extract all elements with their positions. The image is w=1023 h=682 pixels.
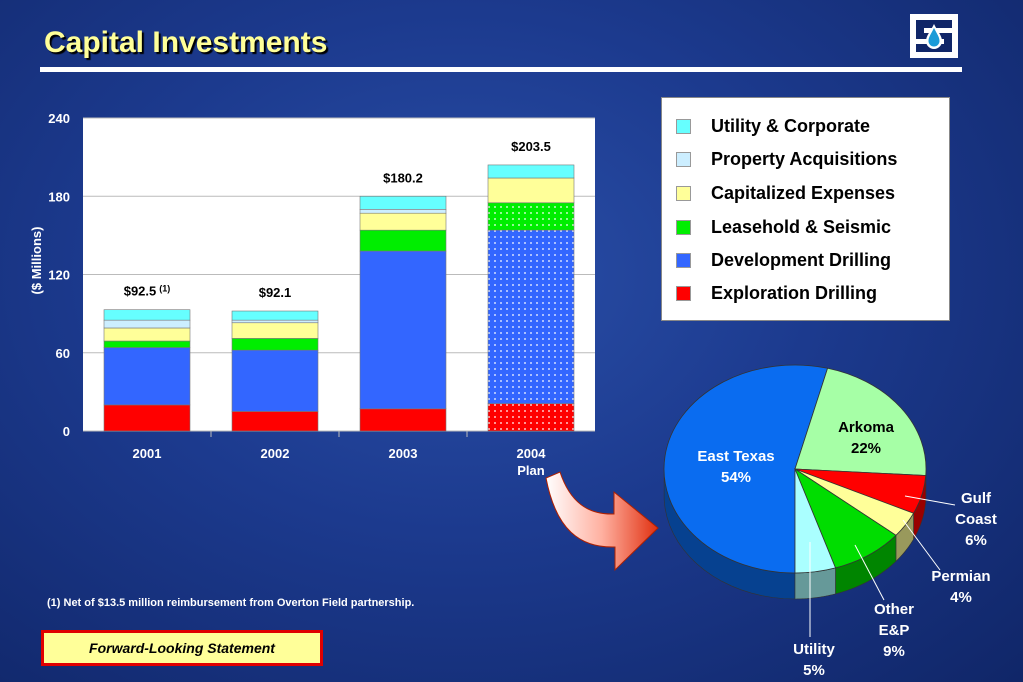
pie-slice (663, 364, 829, 574)
bar-segment (359, 229, 447, 252)
pie-chart: East Texas 54% Arkoma 22% Gulf Coast 6% Permian… (663, 364, 997, 679)
forward-looking-statement-box[interactable]: Forward-Looking Statement (41, 630, 323, 666)
footnote-marker: (1) (159, 284, 170, 294)
bar-segment (359, 250, 447, 410)
legend-label: Leasehold & Seismic (711, 217, 892, 237)
pie-slice-label: 5% (803, 662, 825, 679)
pie-slice-label: Utility (793, 641, 835, 658)
y-tick-label: 0 (63, 424, 70, 439)
bar-segment (359, 208, 447, 214)
pie-slice-label: 6% (965, 532, 987, 549)
pie-slice (794, 367, 927, 476)
legend-swatch (676, 152, 691, 167)
pie-slice-label: 4% (950, 589, 972, 606)
bar-segment (487, 229, 575, 404)
pie-slice-label: E&P (879, 622, 910, 639)
pie-slice-label: East Texas (697, 448, 774, 465)
bar-segment (103, 327, 191, 342)
company-logo-icon (910, 14, 958, 58)
pie-slice (794, 468, 837, 574)
bar-segment (487, 164, 575, 179)
footnote: (1) Net of $13.5 million reimbursement f… (47, 597, 415, 609)
y-tick-label: 180 (48, 189, 70, 204)
pie-slice-label: 22% (851, 440, 881, 457)
bar-segment (359, 212, 447, 231)
pie-slice-label: Gulf (961, 490, 992, 507)
pie-slice-label: Permian (931, 568, 990, 585)
bar-segment (103, 340, 191, 348)
legend-label: Development Drilling (711, 250, 892, 270)
bar-segment (359, 408, 447, 432)
pie-leader-line (854, 544, 885, 601)
pie-leader-line (902, 519, 941, 571)
pie-slice-label: 9% (883, 643, 905, 660)
bar-segment (487, 202, 575, 231)
bar-segment (231, 322, 319, 339)
legend-label: Property Acquisitions (711, 149, 898, 169)
bar-segment (231, 338, 319, 351)
bar-segment (487, 403, 575, 432)
bar-segment (231, 310, 319, 321)
bar-segment (231, 349, 319, 412)
y-tick-label: 120 (48, 268, 70, 283)
y-axis-label: ($ Millions) (29, 227, 44, 295)
bar-segment (231, 411, 319, 432)
bar-total-label: $180.2 (383, 170, 423, 185)
chart-legend: Utility & Corporate Property Acquisitions… (661, 97, 950, 321)
bar-segment (359, 195, 447, 210)
legend-swatch (676, 220, 691, 235)
forward-looking-statement-label: Forward-Looking Statement (89, 640, 275, 656)
title-divider (40, 67, 962, 72)
x-category-label: 2004 (517, 446, 547, 461)
bar-segment (487, 177, 575, 204)
bar-segment (231, 319, 319, 324)
legend-swatch (676, 253, 691, 268)
bar-segment (103, 404, 191, 432)
bar-segment (103, 319, 191, 329)
y-tick-label: 60 (56, 346, 70, 361)
y-tick-label: 240 (48, 111, 70, 126)
bar-segment (103, 347, 191, 406)
pie-slice-label: Coast (955, 511, 997, 528)
x-category-label: Plan (517, 463, 545, 478)
bar-segment (103, 309, 191, 321)
bar-total-label: $203.5 (511, 139, 551, 154)
slide-title: Capital Investments (44, 26, 328, 59)
legend-swatch (676, 119, 691, 134)
legend-label: Utility & Corporate (711, 116, 871, 136)
pie-slice-label: Arkoma (838, 419, 895, 436)
curved-arrow-icon (545, 471, 659, 572)
x-category-label: 2002 (261, 446, 290, 461)
legend-swatch (676, 186, 691, 201)
legend-label: Exploration Drilling (711, 283, 878, 303)
legend-label: Capitalized Expenses (711, 183, 896, 203)
pie-slice-label: Other (874, 601, 914, 618)
x-category-label: 2003 (389, 446, 418, 461)
x-category-label: 2001 (133, 446, 162, 461)
legend-swatch (676, 286, 691, 301)
pie-leader-line (904, 495, 956, 506)
pie-slice-label: 54% (721, 469, 751, 486)
bar-total-label: $92.1 (259, 285, 292, 300)
